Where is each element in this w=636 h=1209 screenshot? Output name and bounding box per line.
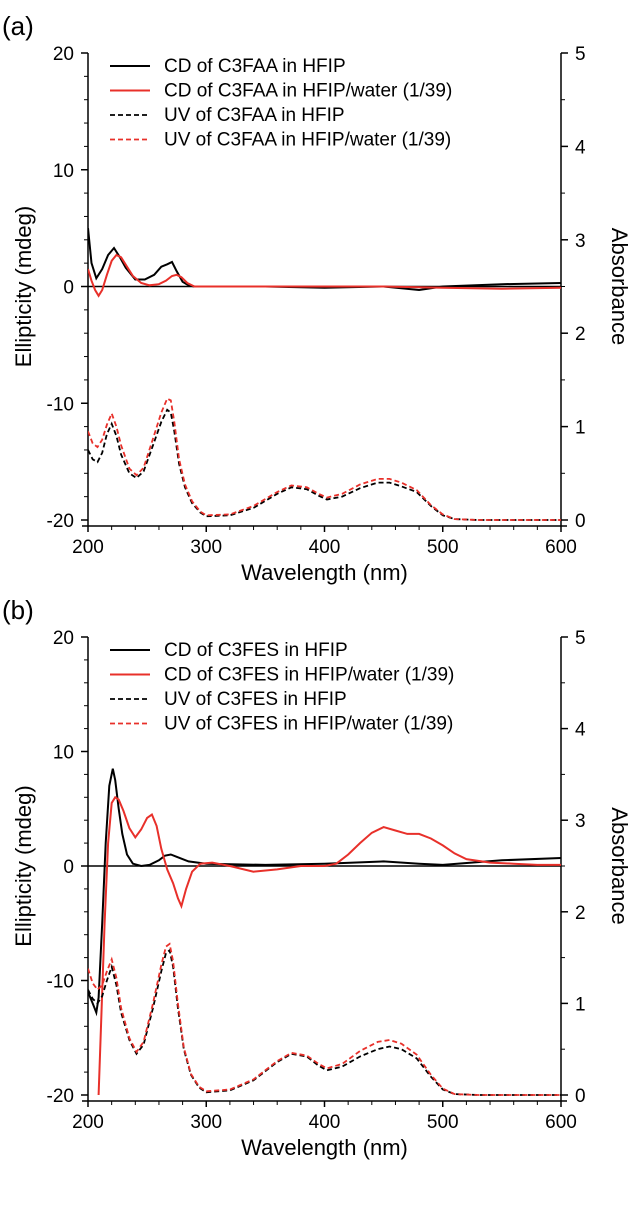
y-tick-label: -10 <box>47 394 74 415</box>
legend-label: UV of C3FAA in HFIP/water (1/39) <box>164 130 451 151</box>
legend-label: UV of C3FAA in HFIP <box>164 105 345 126</box>
series-line-2 <box>97 795 561 1096</box>
x-tick-label: 500 <box>427 1112 459 1133</box>
y2-tick-label: 0 <box>575 511 586 532</box>
legend-label: UV of C3FES in HFIP/water (1/39) <box>164 714 453 735</box>
x-tick-label: 400 <box>309 1112 341 1133</box>
legend-label: UV of C3FES in HFIP <box>164 689 347 710</box>
y-tick-label: -20 <box>47 511 74 532</box>
legend-label: CD of C3FES in HFIP/water (1/39) <box>164 665 454 686</box>
series-line-1 <box>88 228 561 292</box>
x-axis-title: Wavelength (nm) <box>241 1135 408 1160</box>
x-tick-label: 200 <box>72 1112 104 1133</box>
y2-tick-label: 3 <box>575 231 586 252</box>
x-tick-label: 200 <box>72 537 104 558</box>
y-tick-label: 10 <box>53 161 74 182</box>
x-tick-label: 300 <box>190 537 222 558</box>
x-tick-label: 600 <box>545 1112 577 1133</box>
y-tick-label: -20 <box>47 1086 74 1107</box>
panel-label: (b) <box>2 595 34 625</box>
y2-axis-title: Absorbance <box>607 228 632 345</box>
legend-label: CD of C3FAA in HFIP/water (1/39) <box>164 81 452 102</box>
y2-tick-label: 4 <box>575 720 586 741</box>
y-tick-label: 20 <box>53 44 74 65</box>
y2-tick-label: 4 <box>575 137 586 158</box>
series-line-1 <box>88 768 561 1017</box>
legend-label: CD of C3FES in HFIP <box>164 640 348 661</box>
y-axis-title: Ellipticity (mdeg) <box>11 785 36 946</box>
y2-tick-label: 3 <box>575 811 586 832</box>
y-tick-label: 0 <box>63 278 74 299</box>
y2-tick-label: 5 <box>575 628 586 649</box>
y-axis-title: Ellipticity (mdeg) <box>11 206 36 367</box>
y2-tick-label: 2 <box>575 324 586 345</box>
y-tick-label: 20 <box>53 628 74 649</box>
x-tick-label: 300 <box>190 1112 222 1133</box>
y-tick-label: 10 <box>53 743 74 764</box>
x-tick-label: 600 <box>545 537 577 558</box>
chart-panel-b: (b)200 300 400 500 600-20-1001020012345Wavel… <box>2 595 632 1160</box>
x-tick-label: 400 <box>309 537 341 558</box>
series-line-3 <box>88 408 561 521</box>
y2-tick-label: 2 <box>575 903 586 924</box>
y2-tick-label: 1 <box>575 418 586 439</box>
y2-axis-title: Absorbance <box>607 807 632 924</box>
series-line-4 <box>88 397 561 521</box>
x-tick-label: 500 <box>427 537 459 558</box>
y-tick-label: -10 <box>47 972 74 993</box>
series-line-3 <box>88 948 561 1096</box>
chart-panel-a: (a)200 300 400 500 600-20-1001020012345Wavel… <box>2 11 632 585</box>
series-line-4 <box>88 942 561 1096</box>
series-line-2 <box>88 253 561 298</box>
y2-tick-label: 5 <box>575 44 586 65</box>
y2-tick-label: 0 <box>575 1086 586 1107</box>
y-tick-label: 0 <box>63 857 74 878</box>
x-axis-title: Wavelength (nm) <box>241 560 408 585</box>
panel-label: (a) <box>2 11 34 41</box>
legend-label: CD of C3FAA in HFIP <box>164 56 346 77</box>
y2-tick-label: 1 <box>575 994 586 1015</box>
